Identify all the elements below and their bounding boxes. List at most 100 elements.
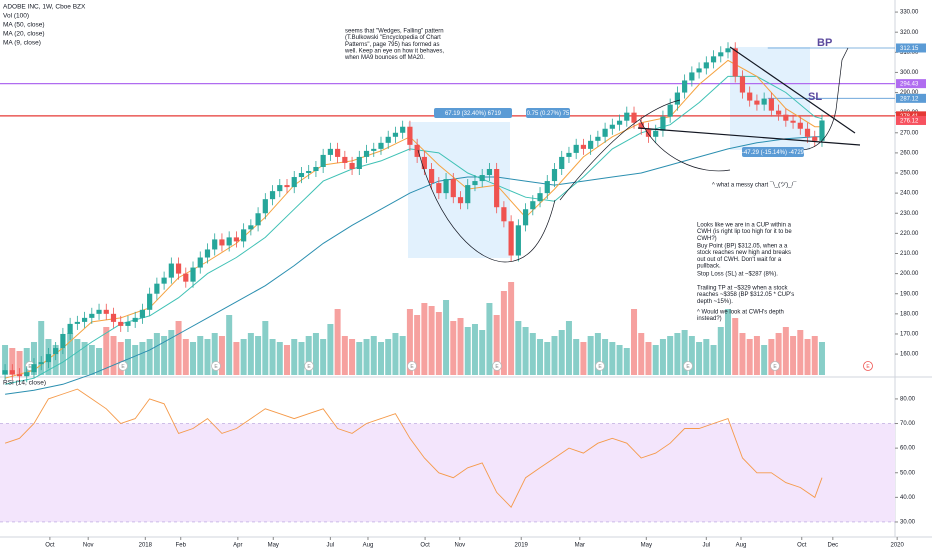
measure-label: 0.75 (0.27%) 75 xyxy=(527,111,570,117)
candle-body xyxy=(530,201,536,210)
candle-body xyxy=(241,229,247,242)
y-tick-label: 220.00 xyxy=(900,231,919,237)
volume-bar xyxy=(775,333,782,375)
note-text: CWH (is right lip too high for it to be xyxy=(697,229,792,235)
rsi-tick-label: 50.00 xyxy=(900,470,916,476)
volume-bar xyxy=(305,336,312,375)
rsi-line xyxy=(4,388,823,508)
volume-bar xyxy=(688,336,695,375)
x-tick-label: May xyxy=(268,543,279,549)
candle-body xyxy=(776,110,782,115)
candle-body xyxy=(378,142,384,149)
candle-body xyxy=(573,144,579,153)
volume-bar xyxy=(74,339,81,375)
x-tick-label: Jul xyxy=(702,543,710,549)
earnings-label: E xyxy=(28,364,32,370)
candle-body xyxy=(450,179,456,198)
volume-bar xyxy=(262,321,269,375)
candle-body xyxy=(631,112,637,123)
candle-body xyxy=(248,225,254,230)
y-tick-label: 180.00 xyxy=(900,311,919,317)
volume-bar xyxy=(486,303,493,375)
candle-body xyxy=(595,136,601,141)
volume-bar xyxy=(623,348,630,375)
earnings-label: E xyxy=(866,364,870,370)
candle-body xyxy=(414,144,420,157)
y-tick-label: 270.00 xyxy=(900,130,919,136)
candle-body xyxy=(421,156,427,169)
candle-body xyxy=(624,112,630,121)
candle-body xyxy=(783,114,789,121)
y-tick-label: 300.00 xyxy=(900,70,919,76)
candle-body xyxy=(508,221,514,256)
candle-body xyxy=(132,317,138,322)
candle-body xyxy=(544,181,550,194)
candle-body xyxy=(356,156,362,169)
price-tag-label: 276.12 xyxy=(900,119,919,125)
volume-bar xyxy=(602,339,609,375)
y-tick-label: 230.00 xyxy=(900,211,919,217)
x-tick-label: Mar xyxy=(575,543,585,549)
candle-body xyxy=(103,309,109,314)
candle-body xyxy=(139,309,146,318)
candle-body xyxy=(819,120,825,141)
candle-body xyxy=(183,273,189,282)
candle-body xyxy=(602,128,608,137)
candle-body xyxy=(494,168,500,208)
volume-bar xyxy=(406,309,413,375)
volume-bar xyxy=(609,342,616,375)
note-text: instead?) xyxy=(697,316,722,322)
candle-body xyxy=(609,124,615,129)
volume-bar xyxy=(124,339,131,375)
candle-body xyxy=(667,104,673,117)
candle-body xyxy=(53,348,59,355)
volume-bar xyxy=(204,339,211,375)
candle-body xyxy=(60,333,66,349)
y-tick-label: 170.00 xyxy=(900,332,919,338)
volume-bar xyxy=(443,300,450,375)
y-tick-label: 320.00 xyxy=(900,30,919,36)
candle-body xyxy=(790,120,796,123)
candle-body xyxy=(486,168,493,176)
volume-bar xyxy=(414,315,421,375)
candle-body xyxy=(689,72,695,81)
earnings-marker xyxy=(407,361,417,371)
volume-bar xyxy=(710,345,717,375)
rsi-tick-label: 30.00 xyxy=(900,520,916,526)
rsi-band xyxy=(0,423,895,522)
sl-label: SL xyxy=(808,91,822,103)
earnings-label: E xyxy=(598,364,602,370)
rsi-tick-label: 70.00 xyxy=(900,421,916,427)
y-tick-label: 190.00 xyxy=(900,291,919,297)
candle-body xyxy=(110,313,117,322)
earnings-label: E xyxy=(410,364,414,370)
volume-bar xyxy=(551,336,558,375)
candle-body xyxy=(291,177,297,188)
x-tick-label: Oct xyxy=(797,543,807,549)
note-text: seems that "Wedges, Falling" pattern xyxy=(345,29,444,35)
rsi-tick-label: 40.00 xyxy=(900,495,916,501)
volume-bar xyxy=(732,318,739,375)
volume-bar xyxy=(153,333,160,375)
volume-bar xyxy=(320,339,327,375)
volume-bar xyxy=(88,345,95,375)
volume-bar xyxy=(312,333,319,375)
candle-body xyxy=(67,323,73,334)
volume-bar xyxy=(327,324,334,375)
volume-bar xyxy=(696,342,703,375)
volume-bar xyxy=(255,336,262,375)
candle-body xyxy=(725,48,731,53)
note-text: out out of CWH. Don't wait for a xyxy=(697,257,782,263)
volume-bar xyxy=(739,333,746,375)
volume-bar xyxy=(428,306,435,375)
candle-body xyxy=(400,126,406,133)
candle-body xyxy=(515,225,521,256)
candle-body xyxy=(703,62,709,69)
volume-bar xyxy=(284,345,291,375)
note-text: pullback. xyxy=(697,263,721,269)
volume-bar xyxy=(725,309,732,375)
volume-bar xyxy=(240,339,247,375)
cup-curve xyxy=(417,149,556,263)
volume-bar xyxy=(334,309,341,375)
candle-body xyxy=(269,191,276,200)
